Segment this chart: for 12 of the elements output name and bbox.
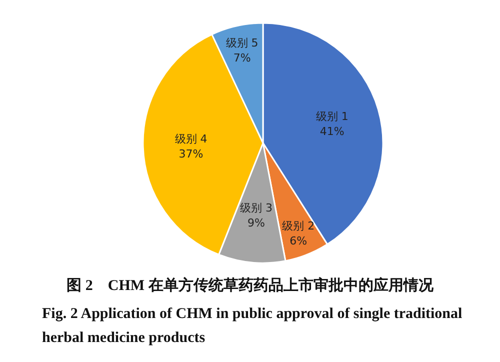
data-label: 37% [178, 147, 204, 160]
slice-label: 级别 2 [282, 219, 315, 232]
slice-label: 级别 1 [316, 110, 348, 123]
text: 图 2 CHM 在单方传统草药药品上市审批中的应用情况 [66, 276, 434, 295]
slice-label: 级别 3 [240, 202, 272, 215]
data-label: 41% [320, 124, 344, 138]
slice-label: 级别 5 [226, 36, 258, 50]
slice-label: 级别 4 [174, 132, 208, 146]
text: Fig. 2 Application of CHM in public approval of single traditional herbal medicine products [42, 305, 464, 348]
data-label: 9% [248, 216, 265, 230]
data-label: 7% [233, 51, 251, 64]
data-label: 6% [290, 234, 308, 248]
